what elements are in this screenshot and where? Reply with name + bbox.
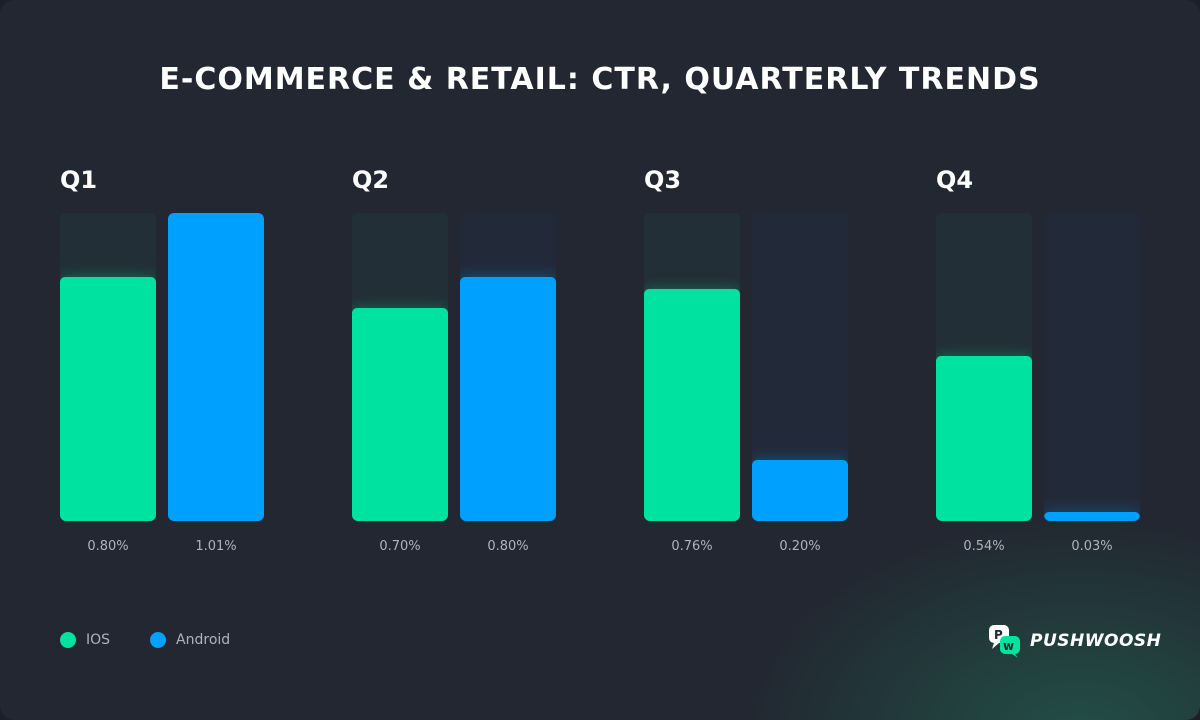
bar-track-ios [60, 213, 156, 521]
data-label-android: 0.20% [779, 539, 821, 554]
data-label-ios: 0.80% [87, 539, 129, 554]
bar-android-q3 [752, 460, 848, 521]
data-label-android: 1.01% [195, 539, 237, 554]
legend: IOS Android [60, 630, 270, 650]
bar-ios-q4 [936, 356, 1032, 521]
bar-android-q4 [1044, 512, 1140, 521]
bar-ios-q1 [60, 277, 156, 521]
chart-title: E-COMMERCE & RETAIL: CTR, QUARTERLY TREN… [159, 62, 1041, 97]
data-label-ios: 0.54% [963, 539, 1005, 554]
bar-group-q4: Q4 0.54% 0.03% [936, 166, 1140, 566]
data-label-android: 0.03% [1071, 539, 1113, 554]
bar-ios-q2 [352, 308, 448, 521]
brand-logo: P w PUSHWOOSH [988, 624, 1161, 658]
pushwoosh-logo-icon: P w [989, 625, 1020, 658]
category-label: Q1 [60, 166, 98, 194]
bar-group-q3: Q3 0.76% 0.20% [644, 166, 848, 566]
data-label-android: 0.80% [487, 539, 529, 554]
brand-name: PUSHWOOSH [1030, 631, 1162, 651]
data-label-ios: 0.76% [671, 539, 713, 554]
category-label: Q4 [936, 166, 974, 194]
bar-track-ios [352, 213, 448, 521]
bar-android-q2 [460, 277, 556, 521]
svg-text:w: w [1003, 639, 1014, 653]
legend-swatch-ios [60, 632, 76, 648]
legend-item-android: Android [150, 632, 230, 648]
bar-android-q1 [168, 213, 264, 521]
legend-label: Android [176, 632, 231, 648]
legend-item-ios: IOS [60, 632, 110, 648]
data-label-ios: 0.70% [379, 539, 421, 554]
bar-track-android [1044, 213, 1140, 521]
bar-group-q1: Q1 0.80% 1.01% [60, 166, 264, 566]
bar-track-android [752, 213, 848, 521]
svg-text:P: P [994, 628, 1003, 642]
legend-label: IOS [86, 632, 111, 648]
bar-track-android [168, 213, 264, 521]
category-label: Q2 [352, 166, 390, 194]
legend-swatch-android [150, 632, 167, 648]
bar-track-ios [936, 213, 1032, 521]
bar-track-android [460, 213, 556, 521]
bar-track-ios [644, 213, 740, 521]
bar-ios-q3 [644, 289, 740, 521]
category-label: Q3 [644, 166, 682, 194]
bar-group-q2: Q2 0.70% 0.80% [352, 166, 556, 566]
